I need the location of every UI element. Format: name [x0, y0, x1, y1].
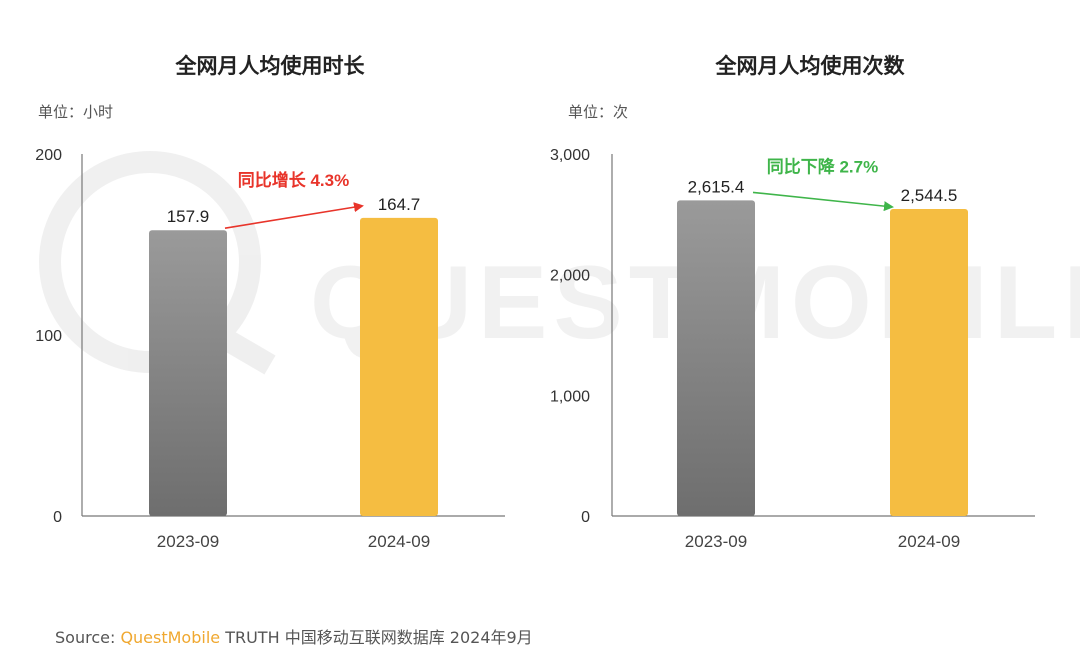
source-prefix: Source: — [55, 628, 121, 647]
y-tick-label: 0 — [53, 509, 62, 526]
change-annotation: 同比下降 2.7% — [767, 156, 878, 176]
bar-2024-09 — [890, 208, 968, 516]
unit-label: 单位：小时 — [38, 103, 114, 121]
y-tick-label: 2,000 — [550, 268, 590, 285]
chart-usage-count: 全网月人均使用次数 单位：次 0 1,000 2,000 3,000 2,615.4 20… — [540, 0, 1080, 600]
unit-label: 单位：次 — [568, 103, 629, 121]
data-label: 164.7 — [378, 195, 421, 214]
y-tick-label: 0 — [581, 509, 590, 526]
source-rest: TRUTH 中国移动互联网数据库 2024年9月 — [220, 628, 533, 647]
x-tick-label: 2023-09 — [157, 532, 219, 551]
data-label: 157.9 — [167, 207, 210, 226]
x-tick-label: 2024-09 — [368, 532, 430, 551]
chart-plot: 0 100 200 157.9 2023-09 164.7 2024-09 同比增长 4.3% — [35, 147, 505, 551]
chart-plot: 0 1,000 2,000 3,000 2,615.4 2023-09 2,544.5 202… — [550, 147, 1035, 551]
y-tick-label: 1,000 — [550, 388, 590, 405]
change-annotation: 同比增长 4.3% — [238, 170, 349, 190]
bar-2023-09 — [149, 230, 227, 517]
chart-title: 全网月人均使用时长 — [175, 54, 365, 78]
y-tick-label: 3,000 — [550, 147, 590, 164]
trend-arrow — [752, 191, 894, 212]
source-note: Source: QuestMobile TRUTH 中国移动互联网数据库 202… — [55, 624, 533, 648]
y-tick-label: 100 — [35, 328, 62, 345]
bar-2023-09 — [677, 200, 755, 517]
y-tick-label: 200 — [35, 147, 62, 164]
x-tick-label: 2023-09 — [685, 532, 747, 551]
chart-title: 全网月人均使用次数 — [715, 54, 905, 78]
data-label: 2,615.4 — [688, 177, 745, 196]
x-tick-label: 2024-09 — [898, 532, 960, 551]
source-brand: QuestMobile — [120, 628, 221, 647]
trend-arrow — [224, 202, 364, 229]
chart-usage-duration: 全网月人均使用时长 单位：小时 0 100 200 157.9 2023-09 164.7… — [0, 0, 540, 600]
bar-2024-09 — [360, 217, 438, 516]
data-label: 2,544.5 — [901, 186, 958, 205]
